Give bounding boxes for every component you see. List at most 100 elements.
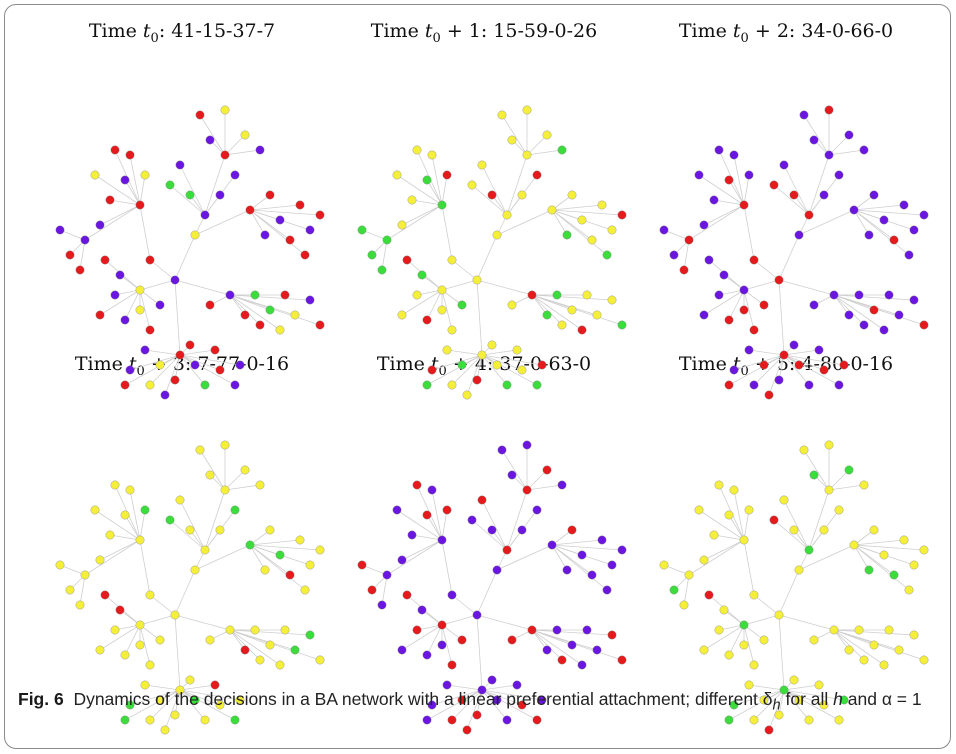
network-edge [144, 349, 181, 356]
network-node-yellow [120, 650, 130, 660]
network-node-blue [497, 445, 507, 455]
network-node-blue [669, 250, 679, 260]
network-node-yellow [714, 480, 724, 490]
network-node-green [290, 645, 300, 655]
network-node-red [567, 525, 577, 535]
network-node-blue [729, 365, 739, 375]
network-node-blue [140, 345, 150, 355]
network-node-yellow [859, 480, 869, 490]
network-node-yellow [744, 505, 754, 515]
network-node-red [285, 570, 295, 580]
network-node-green [839, 695, 849, 705]
network-node-yellow [844, 645, 854, 655]
network-edge [828, 134, 850, 156]
network-edge [753, 689, 785, 721]
network-node-yellow [477, 160, 487, 170]
network-node-red [617, 210, 627, 220]
network-node-blue [809, 300, 819, 310]
network-node-blue [55, 225, 65, 235]
network-node-green [457, 360, 467, 370]
network-node-red [759, 300, 769, 310]
network-edge [663, 229, 690, 241]
network-edge [743, 204, 755, 261]
network-node-blue [592, 645, 602, 655]
network-node-red [437, 620, 447, 630]
network-edge [778, 614, 835, 631]
network-node-yellow [315, 545, 325, 555]
network-node-blue [442, 680, 452, 690]
network-edge [99, 204, 141, 226]
network-node-green [729, 700, 739, 710]
network-node-yellow [749, 660, 759, 670]
network-node-red [522, 485, 532, 495]
network-node-blue [377, 600, 387, 610]
network-edge [466, 354, 483, 396]
network-node-yellow [185, 525, 195, 535]
network-edge [401, 624, 443, 651]
network-node-yellow [185, 675, 195, 685]
network-edge [501, 449, 528, 491]
network-node-blue [819, 190, 829, 200]
network-node-blue [160, 390, 170, 400]
network-edge [471, 184, 508, 216]
network-node-green [417, 270, 427, 280]
network-node-blue [275, 215, 285, 225]
network-node-yellow [110, 480, 120, 490]
network-edge [783, 164, 810, 216]
caption-text3: and α = 1 [842, 689, 922, 709]
network-edge [778, 279, 835, 296]
network-edge [109, 199, 141, 206]
network-node-yellow [779, 495, 789, 505]
network-node-red [447, 715, 457, 725]
network-node-yellow [140, 680, 150, 690]
network-node-red [185, 340, 195, 350]
network-edge [426, 289, 443, 321]
network-node-green [120, 715, 130, 725]
network-edge [124, 624, 141, 656]
network-edge [853, 544, 925, 551]
network-node-red [487, 190, 497, 200]
network-node-yellow [205, 635, 215, 645]
network-node-red [105, 195, 115, 205]
network-node-green [230, 505, 240, 515]
network-node-red [704, 590, 714, 600]
network-edge [124, 289, 141, 321]
network-node-blue [859, 145, 869, 155]
network-edge [703, 624, 745, 651]
network-node-yellow [95, 645, 105, 655]
network-panel-2 [357, 105, 627, 400]
network-edge [481, 349, 518, 356]
network-edge [229, 294, 311, 301]
network-edge [179, 354, 206, 386]
network-node-blue [919, 210, 929, 220]
network-edge [426, 179, 443, 206]
network-node-yellow [75, 600, 85, 610]
network-node-red [195, 110, 205, 120]
network-node-red [684, 235, 694, 245]
network-node-blue [427, 700, 437, 710]
network-node-red [75, 265, 85, 275]
network-node-red [65, 250, 75, 260]
network-node-blue [305, 295, 315, 305]
network-edge [84, 204, 141, 241]
network-node-red [145, 255, 155, 265]
network-node-blue [814, 345, 824, 355]
network-node-green [125, 700, 135, 710]
network-edge [808, 154, 830, 216]
network-edge [94, 174, 141, 206]
network-node-yellow [275, 325, 285, 335]
network-node-yellow [679, 600, 689, 610]
network-node-blue [719, 270, 729, 280]
network-edge [99, 624, 141, 651]
network-edge [531, 294, 563, 326]
network-edge [129, 354, 181, 371]
network-edge [174, 279, 231, 296]
network-edge [401, 539, 443, 561]
network-edge [783, 354, 845, 366]
network-edge [441, 509, 448, 541]
network-panel-4 [55, 440, 325, 735]
network-edge [743, 509, 750, 541]
network-edge [224, 134, 246, 156]
network-edge [551, 544, 623, 551]
network-node-red [447, 660, 457, 670]
